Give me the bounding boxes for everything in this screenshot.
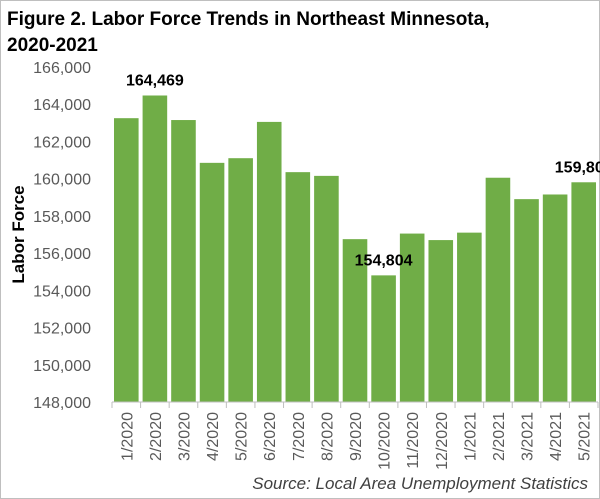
bar [314,175,339,402]
x-tick-label: 6/2020 [262,412,279,461]
y-tick-label: 156,000 [33,246,91,263]
x-tick-label: 8/2020 [319,412,336,461]
chart-title-line2: 2020-2021 [7,35,98,56]
bar [571,182,596,402]
bar [485,177,511,402]
y-tick-label: 164,000 [33,97,91,114]
x-tick-label: 2/2020 [148,412,165,461]
bar [114,118,139,403]
bar [256,121,282,403]
x-tick-label: 1/2020 [119,412,136,461]
y-tick-label: 152,000 [33,321,91,338]
x-tick-label: 1/2021 [462,412,479,461]
chart-title-line1: Figure 2. Labor Force Trends in Northeas… [7,9,490,30]
x-tick-label: 9/2020 [348,412,365,461]
x-tick-label: 10/2020 [377,412,394,470]
data-labels: 164,469 154,804 159,806 [126,72,600,269]
x-tick-label: 5/2021 [577,412,594,461]
bar [285,172,311,402]
x-tick-label: 5/2020 [234,412,251,461]
x-tick-label: 7/2020 [291,412,308,461]
x-tick-label: 2/2021 [491,412,508,461]
source-note: Source: Local Area Unemployment Statisti… [252,474,588,493]
y-tick-label: 148,000 [33,395,91,412]
y-axis-ticks: 148,000 150,000 152,000 154,000 156,000 158,0… [33,60,91,412]
x-tick-label: 3/2020 [176,412,193,461]
bar [542,194,568,402]
bar [457,232,482,402]
x-tick-label: 12/2020 [434,412,451,470]
bar [228,158,253,402]
chart-title: Figure 2. Labor Force Trends in Northeas… [7,7,567,59]
x-tick-label: 3/2021 [520,412,537,461]
bars [114,95,596,403]
bar [399,233,425,402]
y-tick-label: 162,000 [33,134,91,151]
y-tick-label: 154,000 [33,283,91,300]
y-tick-label: 166,000 [33,60,91,77]
y-tick-label: 160,000 [33,172,91,189]
bar [142,95,168,402]
bar [342,239,368,402]
y-tick-label: 150,000 [33,358,91,375]
data-label: 154,804 [355,252,413,269]
data-label: 159,806 [555,159,600,176]
bar [371,275,396,402]
x-tick-label: 4/2021 [548,412,565,461]
bar [428,240,454,402]
bar [171,120,196,403]
y-tick-label: 158,000 [33,209,91,226]
x-tick-label: 4/2020 [205,412,222,461]
data-label: 164,469 [126,72,184,89]
bar [199,162,225,402]
x-axis-ticks: 1/2020 2/2020 3/2020 4/2020 5/2020 6/2020 7/20… [111,402,599,470]
x-tick-label: 11/2020 [405,412,422,469]
bar [514,199,539,402]
y-axis-label: Labor Force [9,185,28,283]
